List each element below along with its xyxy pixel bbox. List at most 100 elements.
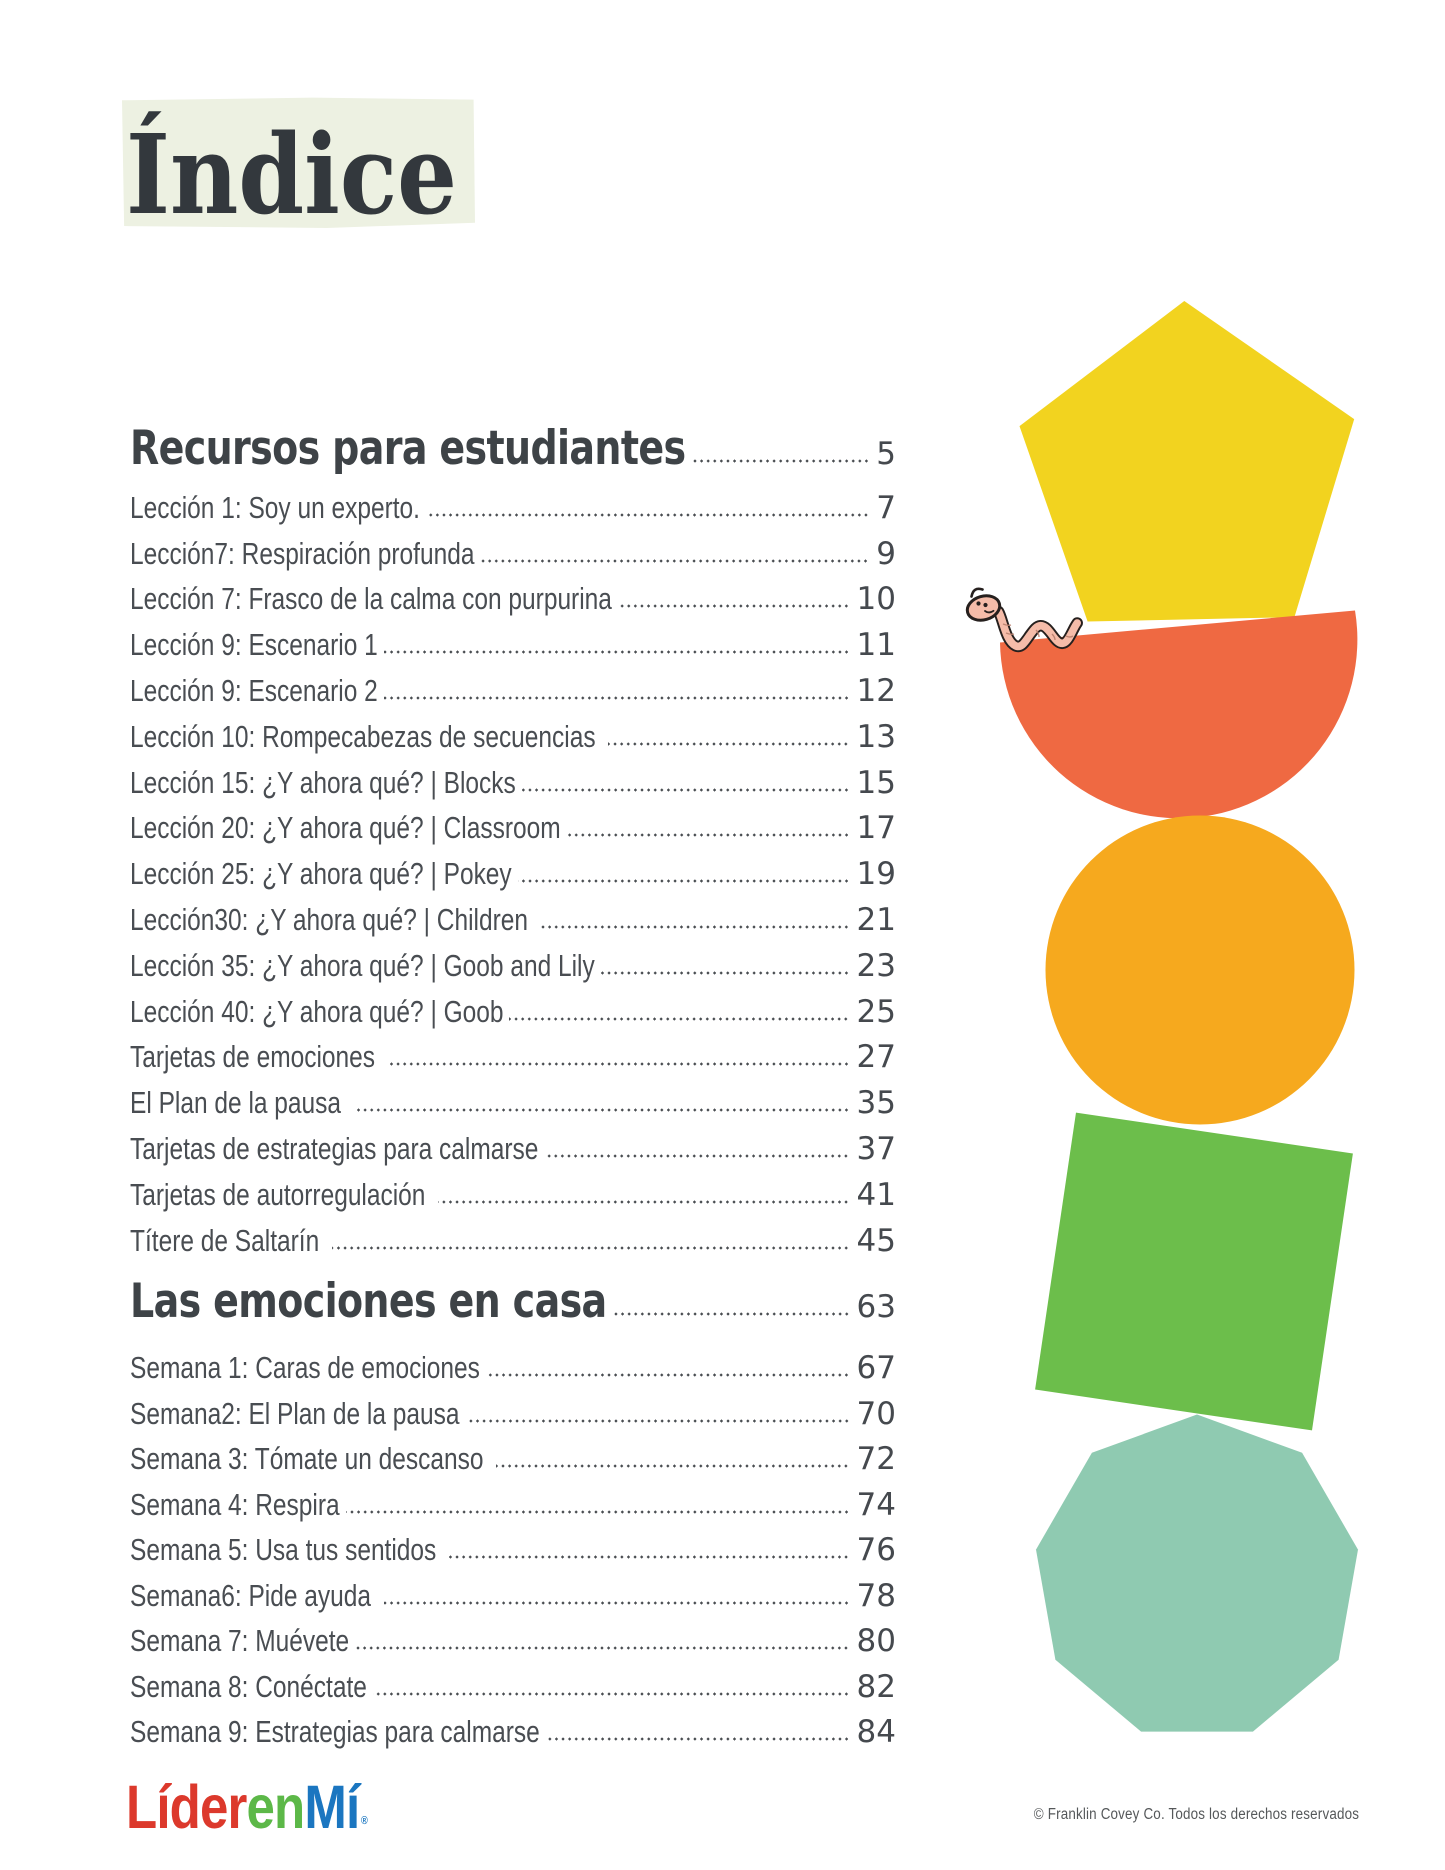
section-page-number: 63 [856,1289,896,1326]
section-heading-label: Recursos para estudiantes [130,420,686,476]
toc-entry: Semana 1: Caras de emociones 67 [130,1345,896,1391]
toc-entry-label: Semana 7: Muévete [130,1623,350,1659]
toc-entry: Semana 5: Usa tus sentidos 76 [130,1527,896,1573]
dotted-leader [355,1645,850,1652]
dotted-leader [383,1599,850,1606]
dotted-leader [485,1372,850,1379]
toc-entry-page-number: 35 [856,1085,896,1122]
toc-entry-page-number: 12 [856,673,896,710]
toc-entry-page-number: 84 [856,1714,896,1751]
worm-eye-right [983,602,988,608]
toc-entry-label: Semana6: Pide ayuda [130,1577,378,1613]
toc-entry-page-number: 15 [856,764,896,801]
logo-lider: Líder [126,1773,247,1841]
toc-entry: Tarjetas de autorregulación 41 [130,1172,896,1218]
worm-head [965,594,1002,622]
dotted-leader [600,969,850,976]
toc-entry-label: Lección 40: ¿Y ahora qué? | Goob [130,993,504,1029]
worm-illustration [965,587,1083,653]
toc-entry-label: Semana2: El Plan de la pausa [130,1395,460,1431]
dotted-leader [608,740,850,747]
logo-en: en [246,1773,306,1841]
semicircle-shape [1000,610,1358,819]
toc-entry-page-number: 27 [856,1039,896,1076]
pentagon-shape [1019,301,1355,622]
toc-entry-page-number: 21 [856,902,896,939]
toc-entry-page-number: 7 [876,489,896,526]
toc-entry-label: Tarjetas de emociones [130,1039,382,1075]
toc-entry-page-number: 70 [856,1395,896,1432]
toc-entry-page-number: 82 [856,1668,896,1705]
toc-entry: Semana6: Pide ayuda 78 [130,1573,896,1619]
toc-entry-label: El Plan de la pausa [130,1085,348,1121]
dotted-leader [383,695,850,702]
toc-entry-label: Semana 8: Conéctate [130,1668,367,1704]
toc-entry-page-number: 76 [856,1532,896,1569]
dotted-leader [449,1554,850,1561]
table-of-contents: Recursos para estudiantes 5 Lección 1: Soy… [130,420,896,1755]
toc-entry: Lección 9: Escenario 1 11 [130,622,896,668]
toc-entry: Tarjetas de estrategias para calmarse 37 [130,1126,896,1172]
toc-entry: Lección30: ¿Y ahora qué? | Children 21 [130,897,896,943]
toc-entry-label: Títere de Saltarín [130,1222,327,1258]
toc-entry: Lección 1: Soy un experto. 7 [130,485,896,531]
toc-entry-page-number: 74 [856,1486,896,1523]
dotted-leader [496,1463,850,1470]
section-heading-label: Las emociones en casa [130,1274,607,1330]
dotted-leader [345,1508,850,1515]
dotted-leader [480,557,870,564]
dotted-leader [372,1690,850,1697]
toc-section-heading: Las emociones en casa 63 [130,1275,896,1330]
toc-entry: Lección 7: Frasco de la calma con purpur… [130,576,896,622]
toc-entry-label: Semana 3: Tómate un descanso [130,1441,491,1477]
circle-shape [1045,815,1355,1125]
dotted-leader [383,649,850,656]
toc-entry-label: Semana 9: Estrategias para calmarse [130,1714,540,1750]
section-page-number: 5 [876,435,896,472]
toc-entry-page-number: 10 [856,581,896,618]
toc-entry-label: Lección 1: Soy un experto. [130,489,420,525]
dotted-leader [612,1311,850,1318]
toc-entry-label: Lección 9: Escenario 2 [130,673,378,709]
square-shape [1035,1112,1353,1431]
lider-en-mi-logo: LíderenMí ® [126,1772,368,1842]
dotted-leader [387,1061,850,1068]
dotted-leader [521,786,850,793]
toc-entry-page-number: 67 [856,1350,896,1387]
worm-body [994,607,1081,651]
toc-section-heading: Recursos para estudiantes 5 [130,420,896,477]
toc-entry: Lección 20: ¿Y ahora qué? | Classroom 17 [130,805,896,851]
toc-entry-label: Semana 1: Caras de emociones [130,1350,480,1386]
dotted-leader [332,1244,850,1251]
toc-entry-label: Lección 20: ¿Y ahora qué? | Classroom [130,810,561,846]
toc-entry-page-number: 80 [856,1623,896,1660]
toc-entry: Lección 10: Rompecabezas de secuencias 1… [130,714,896,760]
dotted-leader [566,832,850,839]
toc-entry-label: Lección30: ¿Y ahora qué? | Children [130,902,535,938]
toc-entry: Lección7: Respiración profunda 9 [130,531,896,577]
toc-entry-label: Tarjetas de autorregulación [130,1176,433,1212]
dotted-leader [465,1417,850,1424]
toc-entry-label: Lección 7: Frasco de la calma con purpur… [130,581,612,617]
toc-entry-label: Lección 25: ¿Y ahora qué? | Pokey [130,856,512,892]
toc-entry-page-number: 37 [856,1131,896,1168]
toc-entry: Títere de Saltarín 45 [130,1218,896,1264]
toc-entry-page-number: 11 [856,627,896,664]
toc-entry: Semana2: El Plan de la pausa 70 [130,1391,896,1437]
toc-entry: Semana 3: Tómate un descanso 72 [130,1436,896,1482]
dotted-leader [353,1107,850,1114]
toc-entry-page-number: 72 [856,1441,896,1478]
page-title: Índice [126,110,457,239]
toc-entry-page-number: 23 [856,947,896,984]
toc-entry-label: Lección 10: Rompecabezas de secuencias [130,718,603,754]
toc-entry-page-number: 13 [856,718,896,755]
toc-entry: Lección 9: Escenario 2 12 [130,668,896,714]
worm-smile [984,609,995,614]
toc-entry-label: Lección 35: ¿Y ahora qué? | Goob and Lil… [130,947,595,983]
dotted-leader [438,1198,850,1205]
toc-entry-page-number: 17 [856,810,896,847]
toc-entry-page-number: 9 [876,535,896,572]
dotted-leader [426,511,870,518]
copyright-notice: © Franklin Covey Co. Todos los derechos … [1033,1806,1359,1823]
